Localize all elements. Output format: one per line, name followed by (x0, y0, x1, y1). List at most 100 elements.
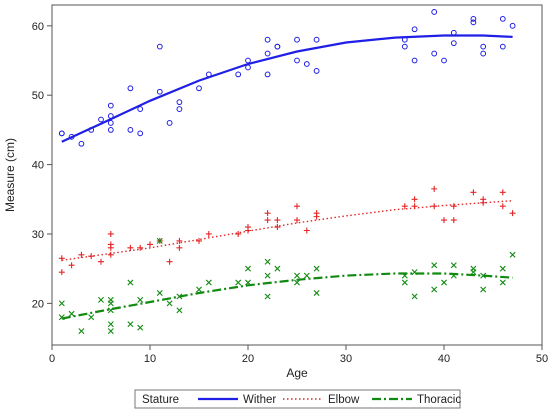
thoracic-point (196, 286, 202, 293)
legend-label-elbow: Elbow (328, 394, 360, 406)
wither-point (156, 88, 163, 95)
thoracic-point (303, 272, 310, 279)
elbow-point (78, 251, 85, 258)
wither-point (411, 57, 418, 64)
wither-point (294, 57, 300, 64)
wither-point (450, 40, 457, 47)
elbow-point (88, 253, 95, 260)
series-thoracic (58, 237, 516, 335)
elbow-point (303, 227, 310, 234)
elbow-point (235, 230, 242, 237)
wither-point (411, 26, 418, 33)
y-axis: 20 30 40 50 60 (32, 21, 52, 310)
wither-point (98, 116, 104, 123)
elbow-point (313, 210, 320, 217)
wither-point (401, 43, 408, 50)
thoracic-point (470, 265, 477, 272)
elbow-point (205, 230, 212, 237)
elbow-point (499, 203, 506, 210)
wither-point (107, 126, 114, 133)
wither-point (196, 85, 202, 92)
thoracic-point (509, 251, 516, 258)
wither-point (470, 15, 477, 22)
elbow-point (480, 196, 487, 203)
legend: Stature Wither Elbow Thoracic (134, 389, 461, 409)
thoracic-point (401, 279, 408, 286)
elbow-point (294, 217, 300, 224)
thoracic-point (137, 296, 144, 303)
thoracic-point (264, 272, 271, 279)
thoracic-point (127, 279, 134, 286)
elbow-point (107, 241, 114, 248)
thoracic-point (107, 296, 114, 303)
elbow-point (264, 217, 271, 224)
elbow-point (147, 241, 153, 248)
wither-point (127, 126, 134, 133)
wither-point (176, 106, 183, 112)
y-tick-label: 20 (32, 298, 44, 310)
thoracic-point (274, 265, 281, 272)
wither-point (245, 64, 251, 71)
thoracic-point (480, 272, 487, 279)
wither-point (294, 36, 300, 43)
wither-point (313, 68, 320, 74)
legend-label-wither: Wither (243, 394, 276, 406)
wither-point (264, 50, 271, 57)
thoracic-point (480, 286, 487, 293)
wither-point (235, 71, 242, 78)
thoracic-point (499, 265, 506, 272)
elbow-point (166, 258, 173, 265)
elbow-point (107, 230, 114, 237)
thoracic-point (156, 237, 163, 244)
wither-point (313, 36, 320, 43)
thoracic-point (431, 286, 438, 293)
x-axis-title: Age (286, 366, 308, 380)
elbow-point (450, 217, 457, 224)
wither-point (470, 19, 477, 26)
thoracic-point (88, 314, 95, 321)
wither-point (107, 120, 114, 126)
x-tick-label: 40 (438, 353, 450, 365)
thoracic-point (499, 279, 506, 286)
wither-point (137, 130, 144, 137)
elbow-point (499, 189, 506, 196)
thoracic-point (431, 262, 438, 269)
y-tick-label: 30 (32, 229, 44, 241)
x-tick-label: 20 (242, 353, 254, 365)
wither-point (78, 140, 85, 147)
wither-point (245, 57, 251, 64)
wither-point (303, 61, 310, 67)
thoracic-point (441, 279, 447, 286)
wither-point (137, 106, 144, 112)
elbow-point (107, 251, 114, 258)
legend-box (134, 389, 461, 409)
wither-point (176, 99, 183, 106)
legend-title: Stature (142, 394, 179, 406)
wither-point (499, 15, 506, 22)
x-tick-label: 30 (340, 353, 352, 365)
thoracic-point (176, 307, 183, 314)
elbow-point (98, 258, 104, 265)
thoracic-fit-line (61, 272, 513, 320)
elbow-point (196, 237, 202, 244)
elbow-point (401, 203, 408, 210)
thoracic-point (313, 265, 320, 272)
thoracic-point (137, 324, 144, 331)
x-tick-label: 0 (49, 353, 55, 365)
x-axis: 0 10 20 30 40 50 (49, 345, 548, 365)
plot-frame (51, 4, 543, 346)
elbow-point (441, 217, 447, 224)
elbow-point (58, 255, 65, 262)
series-layer (58, 9, 516, 335)
thoracic-point (98, 296, 104, 303)
series-wither (58, 9, 516, 147)
x-tick-label: 50 (536, 353, 548, 365)
thoracic-point (264, 293, 271, 300)
wither-point (441, 57, 447, 64)
wither-point (431, 50, 438, 57)
thoracic-point (294, 279, 300, 286)
thoracic-point (294, 272, 300, 279)
wither-point (431, 9, 438, 15)
wither-point (127, 85, 134, 92)
